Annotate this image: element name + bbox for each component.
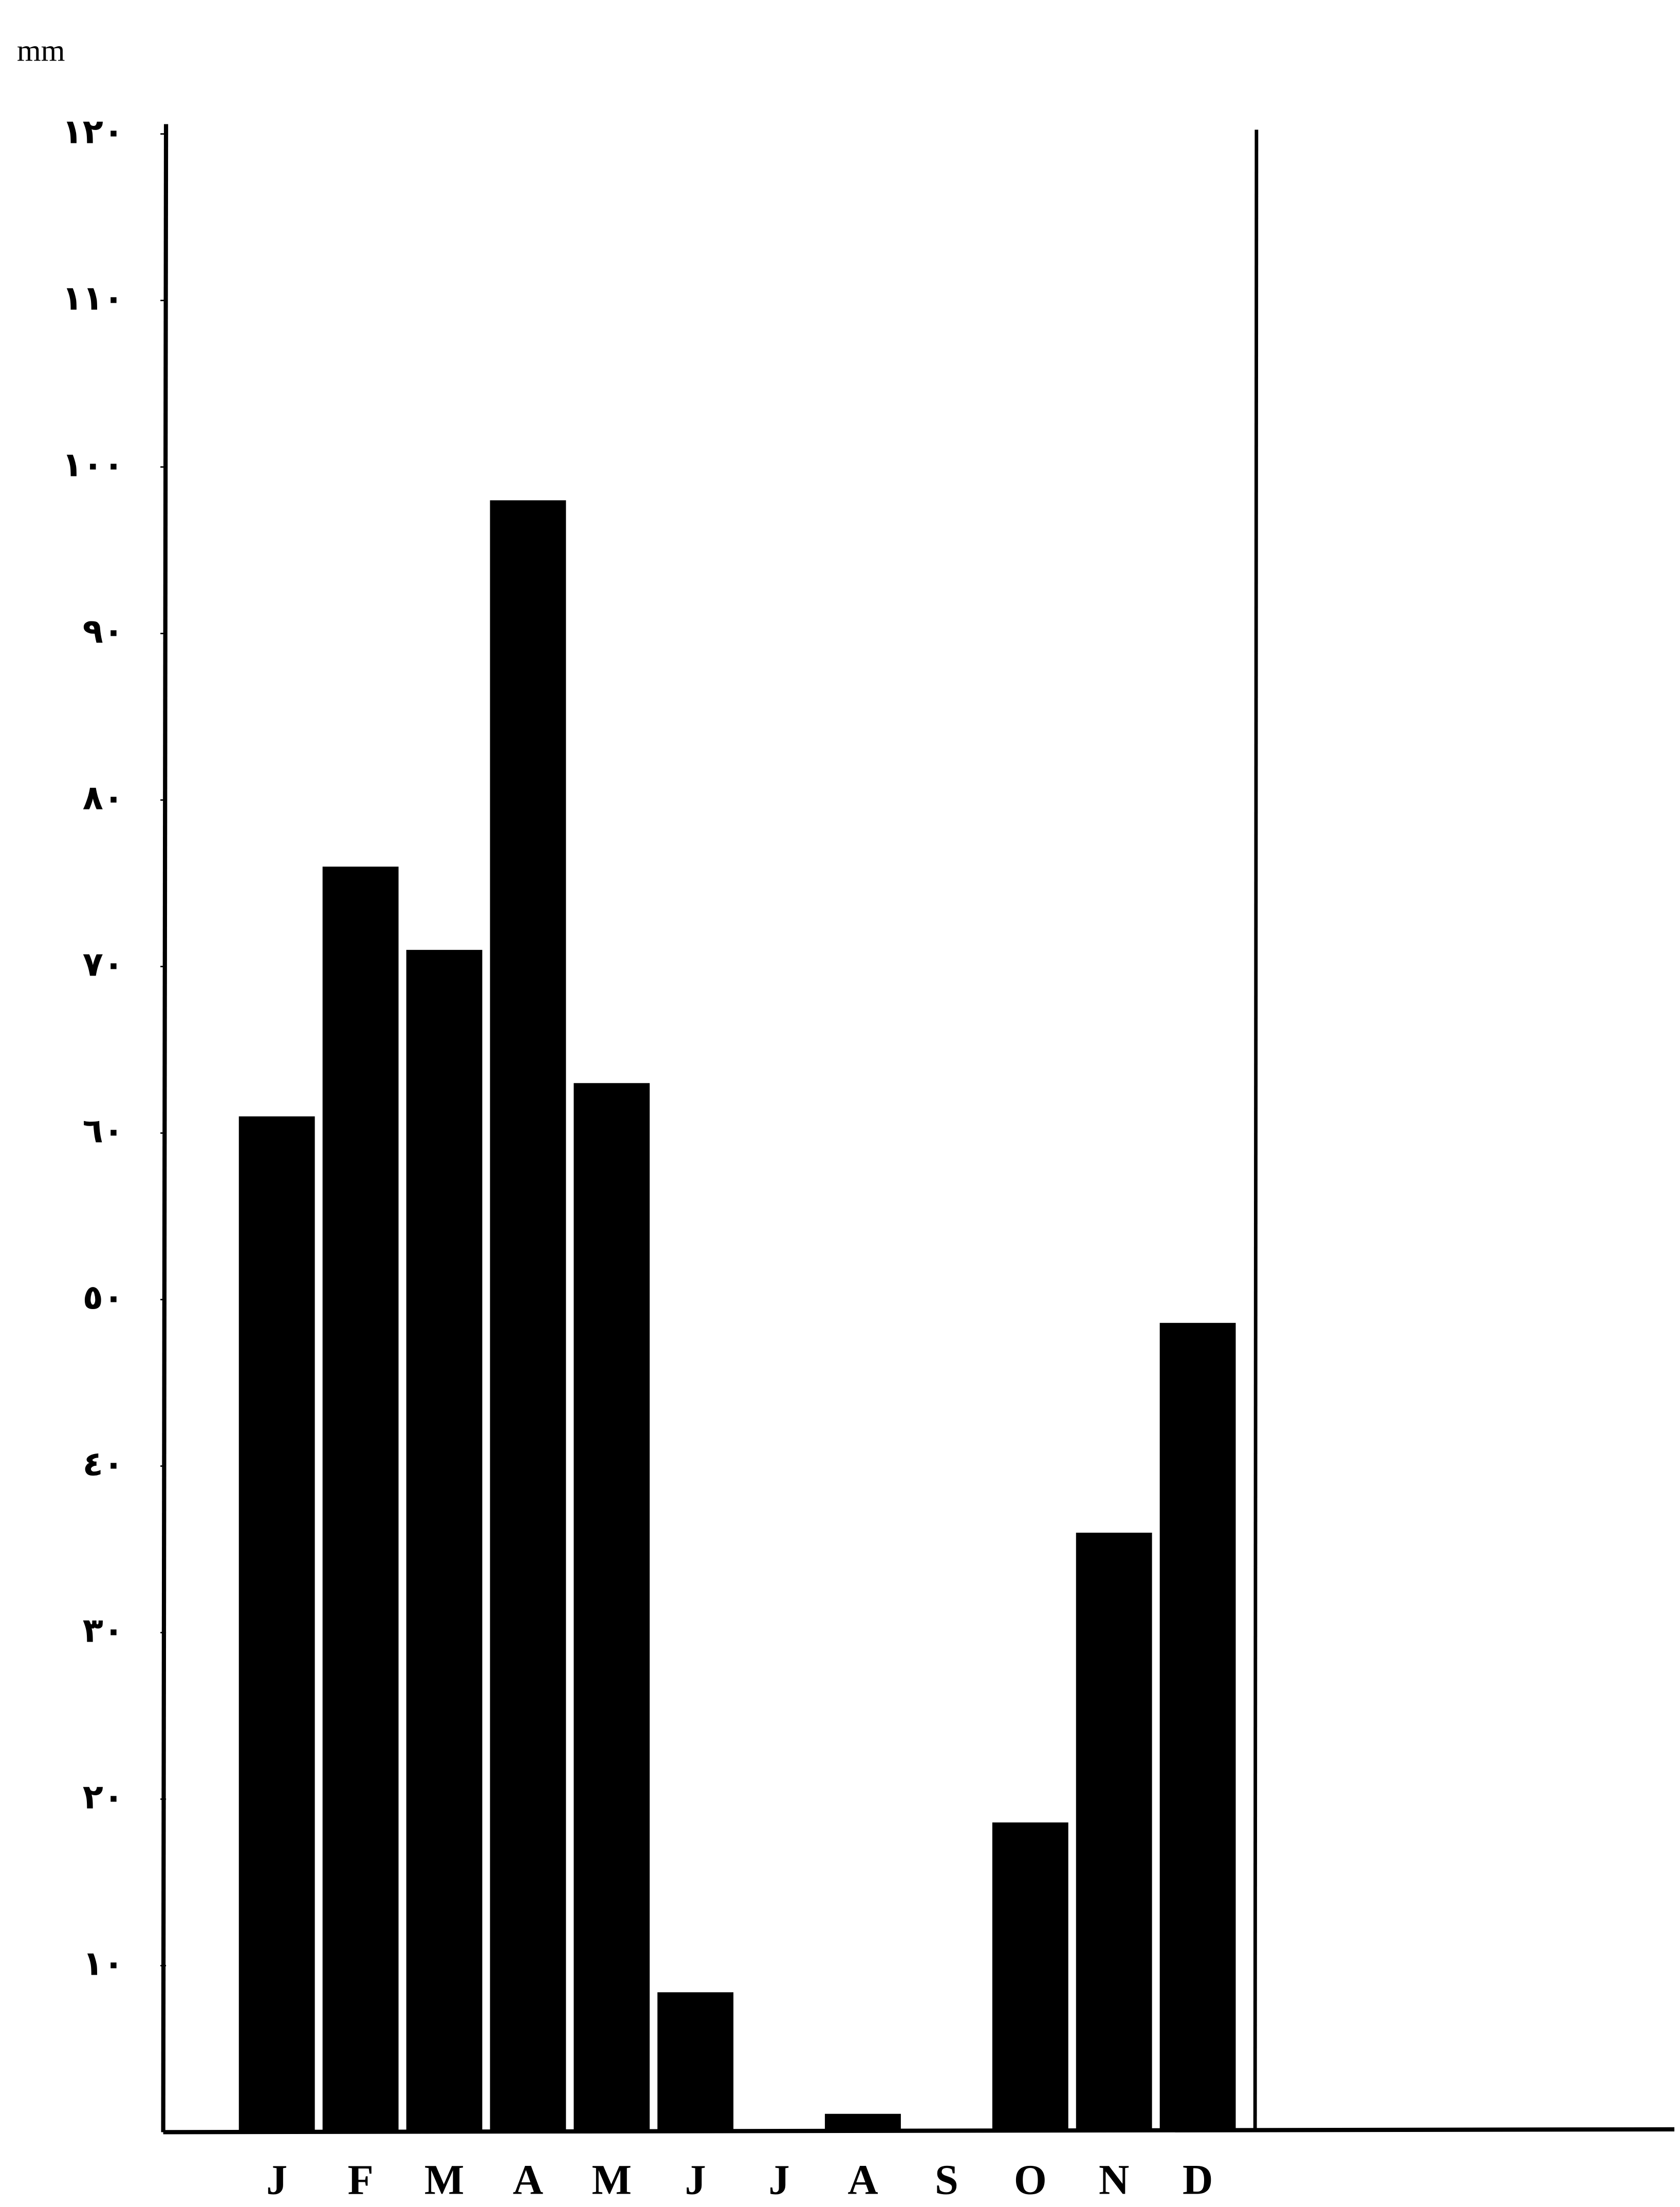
y-tick-label: ١٠٠ (62, 446, 124, 485)
bar (322, 867, 399, 2132)
y-tick-label: ٢٠ (83, 1777, 124, 1816)
x-tick-label: N (1099, 2157, 1129, 2203)
bar (1076, 1533, 1152, 2132)
x-tick-label: F (347, 2157, 373, 2203)
y-tick-label: ٦٠ (83, 1112, 124, 1151)
right-border (1253, 130, 1259, 2132)
y-axis (161, 124, 169, 2132)
x-tick-label: A (513, 2157, 543, 2203)
x-tick-label: S (935, 2157, 958, 2203)
bar (238, 1116, 315, 2132)
y-tick-label: ٤٠ (83, 1445, 124, 1484)
bar (574, 1083, 650, 2132)
x-tick-label: M (592, 2157, 632, 2203)
x-tick-label: D (1183, 2157, 1213, 2203)
bar (657, 1992, 734, 2132)
bar (992, 1822, 1068, 2132)
y-tick-label: ١٢٠ (62, 113, 124, 152)
y-tick-label: ٨٠ (83, 779, 124, 818)
bar (406, 950, 483, 2132)
x-tick-label: J (769, 2157, 790, 2203)
x-tick-label: A (847, 2157, 878, 2203)
bar (1159, 1322, 1236, 2132)
bar (825, 2113, 901, 2132)
x-tick-label: J (266, 2157, 287, 2203)
x-tick-label: M (424, 2157, 465, 2203)
y-axis-label: mm (17, 33, 65, 68)
y-tick-label: ٧٠ (83, 945, 124, 984)
y-tick-label: ١١٠ (62, 279, 124, 318)
y-tick-label: ١٠ (83, 1944, 124, 1983)
y-tick-label: ٣٠ (83, 1611, 124, 1650)
y-tick-label: ٥٠ (83, 1278, 124, 1317)
bar (490, 500, 566, 2132)
y-tick-label: ٩٠ (83, 612, 124, 651)
x-tick-label: O (1014, 2157, 1047, 2203)
x-tick-label: J (685, 2157, 706, 2203)
